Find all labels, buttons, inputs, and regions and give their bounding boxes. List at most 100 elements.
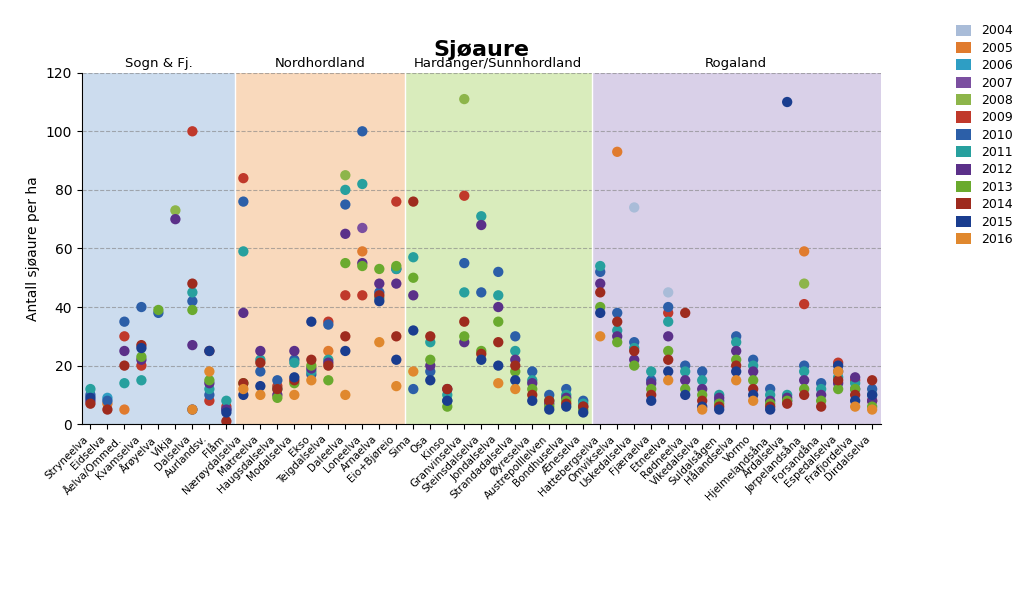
Point <box>252 367 268 376</box>
Point <box>184 341 201 350</box>
Point <box>354 127 371 136</box>
Point <box>507 384 523 394</box>
Point <box>507 361 523 370</box>
Point <box>779 396 796 405</box>
Point <box>609 317 626 327</box>
Point <box>643 396 659 405</box>
Point <box>490 302 507 312</box>
Point <box>728 375 744 385</box>
Point <box>201 396 217 405</box>
Point <box>507 367 523 376</box>
Point <box>252 346 268 356</box>
Point <box>321 355 337 365</box>
Point <box>745 355 762 365</box>
Point <box>422 338 438 347</box>
Point <box>490 338 507 347</box>
Point <box>609 325 626 335</box>
Point <box>830 378 847 388</box>
Point <box>371 296 387 306</box>
Point <box>354 247 371 256</box>
Point <box>388 331 404 341</box>
Point <box>728 355 744 365</box>
Point <box>456 338 472 347</box>
Point <box>133 343 150 353</box>
Point <box>303 370 319 379</box>
Point <box>303 361 319 370</box>
Point <box>473 355 489 365</box>
Point <box>779 390 796 400</box>
Point <box>677 367 693 376</box>
Point <box>201 390 217 400</box>
Point <box>813 378 829 388</box>
Point <box>286 373 302 382</box>
Point <box>321 361 337 370</box>
Point <box>184 127 201 136</box>
Point <box>354 223 371 233</box>
Point <box>745 384 762 394</box>
Point <box>558 402 574 411</box>
Point <box>626 361 642 370</box>
Point <box>677 384 693 394</box>
Point <box>592 287 608 297</box>
Point <box>269 393 286 402</box>
Point <box>456 287 472 297</box>
Point <box>236 308 252 318</box>
Point <box>558 399 574 408</box>
Point <box>609 308 626 318</box>
Point <box>116 378 132 388</box>
Point <box>660 308 677 318</box>
Point <box>321 317 337 327</box>
Point <box>371 290 387 300</box>
Point <box>388 197 404 207</box>
Point <box>218 405 234 415</box>
Point <box>354 261 371 271</box>
Point <box>321 358 337 367</box>
Point <box>558 393 574 402</box>
Point <box>575 405 592 415</box>
Point <box>236 378 252 388</box>
Point <box>473 287 489 297</box>
Point <box>660 375 677 385</box>
Point <box>456 331 472 341</box>
Bar <box>82 73 234 424</box>
Point <box>762 405 778 415</box>
Point <box>524 396 541 405</box>
Point <box>830 367 847 376</box>
Point <box>201 378 217 388</box>
Point <box>236 197 252 207</box>
Point <box>116 405 132 415</box>
Point <box>201 384 217 394</box>
Point <box>796 247 812 256</box>
Point <box>864 390 881 400</box>
Point <box>541 402 557 411</box>
Y-axis label: Antall sjøaure per ha: Antall sjøaure per ha <box>27 176 40 321</box>
Point <box>660 367 677 376</box>
Point <box>541 396 557 405</box>
Point <box>541 399 557 408</box>
Point <box>507 355 523 365</box>
Point <box>151 308 167 318</box>
Point <box>507 375 523 385</box>
Point <box>439 384 456 394</box>
Point <box>864 402 881 411</box>
Point <box>236 384 252 394</box>
Point <box>184 279 201 288</box>
Point <box>728 338 744 347</box>
Point <box>82 396 98 405</box>
Point <box>864 375 881 385</box>
Point <box>711 405 727 415</box>
Point <box>473 211 489 221</box>
Point <box>201 346 217 356</box>
Point <box>558 384 574 394</box>
Point <box>371 279 387 288</box>
Point <box>337 185 353 195</box>
Point <box>762 402 778 411</box>
Point <box>796 384 812 394</box>
Point <box>830 358 847 367</box>
Point <box>406 197 422 207</box>
Point <box>184 405 201 415</box>
Point <box>864 396 881 405</box>
Point <box>269 390 286 400</box>
Point <box>456 191 472 201</box>
Point <box>711 393 727 402</box>
